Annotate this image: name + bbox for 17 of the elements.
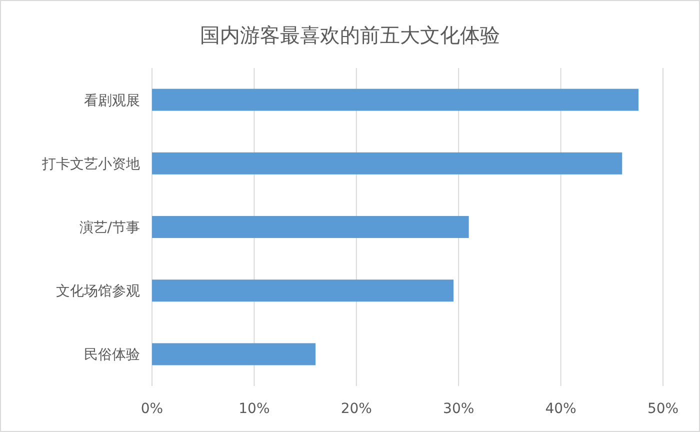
x-tick-label: 10% <box>238 401 270 417</box>
x-tick-label: 0% <box>140 401 164 417</box>
bar <box>152 152 622 174</box>
bar <box>152 216 469 238</box>
y-tick-label: 打卡文艺小资地 <box>41 156 140 172</box>
x-tick-label: 20% <box>340 401 372 417</box>
x-tick-label: 30% <box>443 401 474 417</box>
y-tick-label: 文化场馆参观 <box>56 284 140 300</box>
x-tick-label: 40% <box>545 401 576 417</box>
bar <box>152 343 316 366</box>
bar <box>152 88 638 111</box>
y-tick-label: 演艺/节事 <box>79 220 140 236</box>
y-tick-label: 民俗体验 <box>84 347 140 364</box>
x-tick-label: 50% <box>647 401 679 417</box>
bar <box>152 280 454 302</box>
y-tick-label: 看剧观展 <box>84 92 140 109</box>
chart-title: 国内游客最喜欢的前五大文化体验 <box>200 23 500 47</box>
